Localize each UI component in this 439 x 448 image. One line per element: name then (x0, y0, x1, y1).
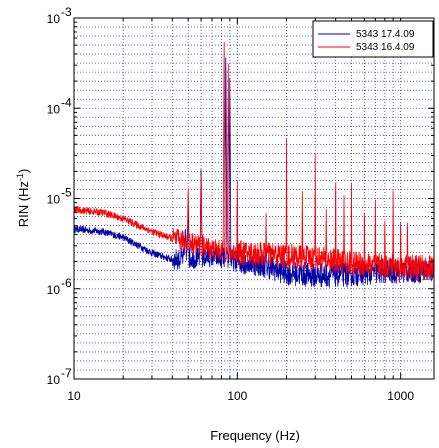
x-axis-label: Frequency (Hz) (210, 428, 300, 443)
y-tick-label: 10 (47, 102, 61, 116)
y-tick-label: 10 (47, 12, 61, 26)
x-tick-labels: 10 100 1000 (67, 389, 414, 403)
y-axis-label-main: RIN (Hz (16, 181, 31, 227)
y-tick-label: 10 (47, 283, 61, 297)
legend-label-series-1: 5343 17.4.09 (356, 29, 415, 40)
y-tick-label: 10 (47, 373, 61, 387)
x-tick-label: 100 (227, 389, 247, 403)
series-layer (73, 42, 435, 288)
y-tick-label-base: 10 (47, 373, 61, 387)
y-tick-label-base: 10 (47, 193, 61, 207)
y-axis-label-exponent: -1 (15, 173, 25, 181)
y-tick-label-base: 10 (47, 102, 61, 116)
y-tick-labels: 10-710-610-510-410-3 (47, 5, 72, 387)
y-tick-label-exponent: -3 (61, 5, 72, 19)
y-tick-label-exponent: -6 (61, 276, 72, 290)
grid (74, 18, 434, 379)
y-tick-label-exponent: -7 (61, 366, 72, 380)
y-tick-label: 10 (47, 193, 61, 207)
x-tick-label: 1000 (387, 389, 414, 403)
y-tick-label-exponent: -4 (61, 95, 72, 109)
y-tick-label-base: 10 (47, 12, 61, 26)
axis-ticks (73, 18, 434, 380)
legend-label-series-2: 5343 16.4.09 (356, 42, 415, 53)
y-axis-label-close: ) (16, 169, 31, 173)
y-axis-label: RIN (Hz-1) (15, 169, 31, 228)
legend-box (312, 20, 434, 58)
series-line-2 (73, 42, 435, 281)
y-tick-label-base: 10 (47, 283, 61, 297)
x-tick-label: 10 (67, 389, 81, 403)
legend: 5343 17.4.09 5343 16.4.09 (312, 20, 434, 58)
y-tick-label-exponent: -5 (61, 186, 72, 200)
